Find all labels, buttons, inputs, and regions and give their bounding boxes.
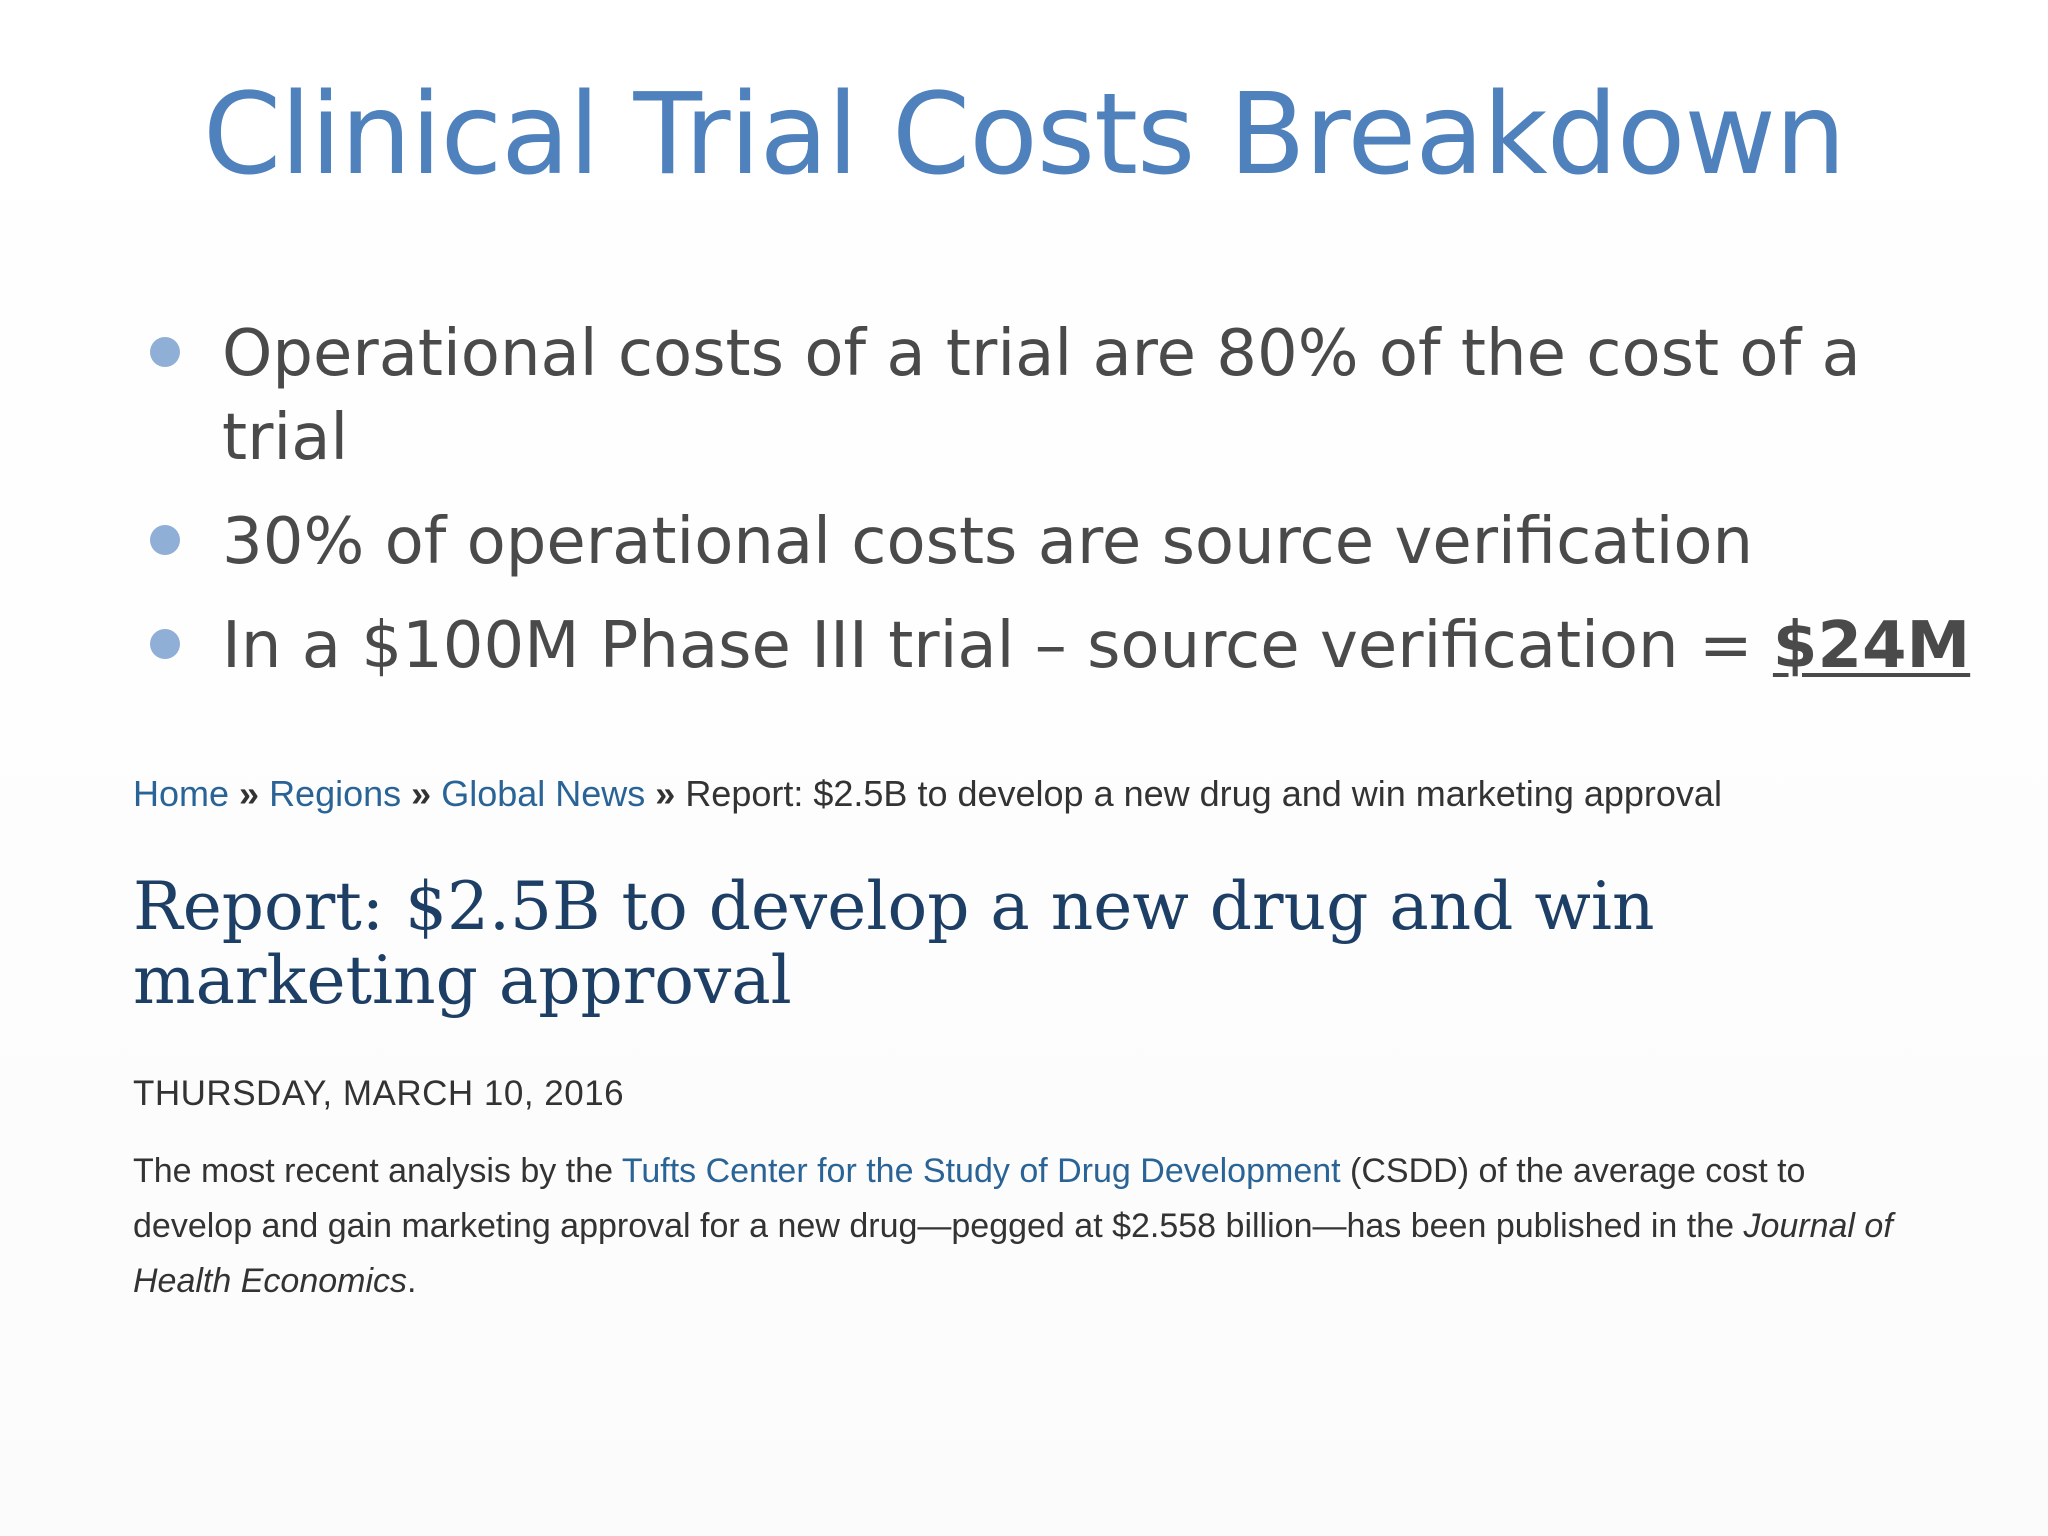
breadcrumb-link-global-news[interactable]: Global News [441,773,646,814]
bullet-emphasis: $24M [1772,609,1971,683]
article-headline: Report: $2.5B to develop a new drug and … [133,868,1655,1019]
bullet-dot-icon [150,337,180,367]
article-screenshot: Home» Regions» Global News» Report: $2.5B t… [133,770,1933,1309]
body-text: The most recent analysis by the [133,1152,622,1190]
journal-name: Journal of Health Economics [133,1207,1893,1300]
body-text: . [407,1262,417,1300]
bullet-item: In a $100M Phase III trial – source veri… [150,604,1970,688]
bullet-item: 30% of operational costs are source veri… [150,500,1910,584]
bullet-item: Operational costs of a trial are 80% of … [150,312,1910,480]
breadcrumb-link-home[interactable]: Home [133,773,230,814]
article-date: THURSDAY, MARCH 10, 2016 [133,1074,625,1113]
bullet-dot-icon [150,629,180,659]
bullet-text: 30% of operational costs are source veri… [222,505,1754,579]
tufts-csdd-link[interactable]: Tufts Center for the Study of Drug Devel… [621,1152,1341,1190]
breadcrumb: Home» Regions» Global News» Report: $2.5B t… [133,770,1933,818]
breadcrumb-separator: » [239,773,260,814]
bullet-list: Operational costs of a trial are 80% of … [150,312,1970,708]
bullet-dot-icon [150,525,180,555]
breadcrumb-link-regions[interactable]: Regions [269,773,402,814]
breadcrumb-current: Report: $2.5B to develop a new drug and … [685,773,1722,814]
breadcrumb-separator: » [411,773,432,814]
slide-title: Clinical Trial Costs Breakdown [203,70,1846,200]
article-body: The most recent analysis by the Tufts Ce… [133,1144,1933,1309]
bullet-text: Operational costs of a trial are 80% of … [222,317,1861,475]
breadcrumb-separator: » [655,773,676,814]
body-text: (CSDD) of the average cost to develop an… [133,1152,1806,1245]
bullet-text: In a $100M Phase III trial – source veri… [222,609,1773,683]
